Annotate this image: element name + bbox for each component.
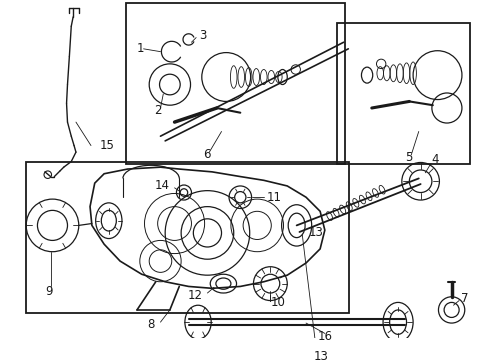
Text: 12: 12: [188, 289, 203, 302]
Text: 7: 7: [461, 292, 468, 305]
Text: 1: 1: [137, 42, 145, 55]
Bar: [26, 162, 349, 313]
Text: 10: 10: [270, 296, 285, 309]
Text: 16: 16: [318, 330, 332, 343]
Text: 15: 15: [99, 139, 114, 152]
Text: 4: 4: [431, 153, 439, 166]
Text: 11: 11: [267, 191, 282, 204]
Bar: [126, 3, 345, 165]
Bar: [337, 23, 470, 165]
Text: 14: 14: [155, 179, 170, 193]
Text: 13: 13: [309, 226, 324, 239]
Text: 2: 2: [154, 104, 161, 117]
Text: 13: 13: [314, 350, 328, 360]
Text: 3: 3: [199, 29, 206, 42]
Text: 9: 9: [45, 285, 52, 298]
Text: 5: 5: [405, 151, 412, 164]
Text: 6: 6: [203, 148, 210, 162]
Text: 8: 8: [147, 318, 155, 330]
